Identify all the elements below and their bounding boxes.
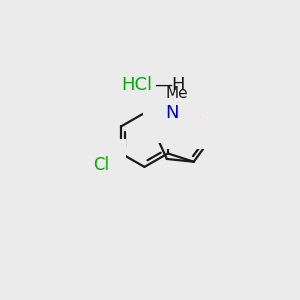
Text: HCl: HCl [121,76,152,94]
Text: N: N [165,103,178,122]
Text: Me: Me [165,86,188,101]
Text: Cl: Cl [93,156,109,174]
Text: —H: —H [154,76,185,94]
Text: O: O [187,109,201,127]
